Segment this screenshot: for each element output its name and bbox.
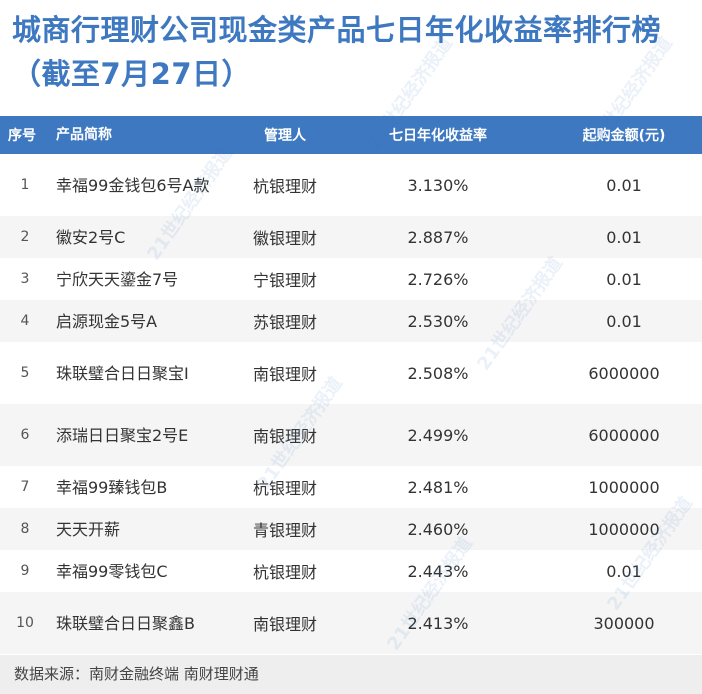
row-manager: 徽银理财 <box>252 229 317 248</box>
row-product-name: 幸福99臻钱包B <box>56 477 168 497</box>
row-yield: 3.130% <box>407 175 469 195</box>
row-min-purchase: 0.01 <box>606 561 642 581</box>
table-row: 7 幸福99臻钱包B 杭银理财 2.481% 1000000 <box>0 466 702 508</box>
header-manager: 管理人 <box>264 128 306 144</box>
table-header-row: 序号 产品简称 管理人 七日年化收益率 起购金额(元) <box>0 116 702 154</box>
row-index: 2 <box>20 229 30 245</box>
row-min-purchase: 1000000 <box>588 477 660 497</box>
row-min-purchase: 6000000 <box>588 425 660 445</box>
ranking-table: 序号 产品简称 管理人 七日年化收益率 起购金额(元) 1 幸福99金钱包6号A… <box>0 116 702 654</box>
row-yield: 2.530% <box>407 311 469 331</box>
row-manager: 青银理财 <box>252 521 317 540</box>
row-manager: 杭银理财 <box>252 479 317 498</box>
header-min-purchase: 起购金额(元) <box>582 128 666 144</box>
row-product-name: 珠联璧合日日聚宝I <box>56 363 189 383</box>
table-row: 8 天天开薪 青银理财 2.460% 1000000 <box>0 508 702 550</box>
table-row: 6 添瑞日日聚宝2号E 南银理财 2.499% 6000000 <box>0 404 702 466</box>
row-index: 3 <box>20 271 30 287</box>
row-product-name: 珠联璧合日日聚鑫B <box>56 613 195 633</box>
row-min-purchase: 0.01 <box>606 269 642 289</box>
row-product-name: 添瑞日日聚宝2号E <box>56 425 189 445</box>
table-row: 9 幸福99零钱包C 杭银理财 2.443% 0.01 <box>0 550 702 592</box>
row-product-name: 宁欣天天鎏金7号 <box>56 269 179 289</box>
row-min-purchase: 0.01 <box>606 227 642 247</box>
row-yield: 2.460% <box>407 519 469 539</box>
row-product-name: 启源现金5号A <box>56 311 158 331</box>
row-min-purchase: 0.01 <box>606 311 642 331</box>
row-yield: 2.481% <box>407 477 469 497</box>
table-row: 5 珠联璧合日日聚宝I 南银理财 2.508% 6000000 <box>0 342 702 404</box>
row-manager: 苏银理财 <box>252 313 317 332</box>
row-manager: 南银理财 <box>252 365 317 384</box>
header-product-name: 产品简称 <box>56 126 112 143</box>
table-row: 2 徽安2号C 徽银理财 2.887% 0.01 <box>0 216 702 258</box>
row-min-purchase: 1000000 <box>588 519 660 539</box>
page-title: 城商行理财公司现金类产品七日年化收益率排行榜（截至7月27日） <box>12 13 662 91</box>
row-yield: 2.413% <box>407 613 469 633</box>
row-index: 10 <box>16 615 34 631</box>
row-manager: 南银理财 <box>252 427 317 446</box>
row-index: 6 <box>20 427 30 443</box>
row-min-purchase: 6000000 <box>588 363 660 383</box>
table-row: 10 珠联璧合日日聚鑫B 南银理财 2.413% 300000 <box>0 592 702 654</box>
row-index: 5 <box>20 365 30 381</box>
row-product-name: 幸福99零钱包C <box>56 561 168 581</box>
row-manager: 杭银理财 <box>252 563 317 582</box>
row-yield: 2.887% <box>407 227 469 247</box>
header-seven-day-yield: 七日年化收益率 <box>389 128 487 144</box>
row-manager: 南银理财 <box>252 615 317 634</box>
row-min-purchase: 0.01 <box>606 175 642 195</box>
row-manager: 宁银理财 <box>252 271 317 290</box>
row-yield: 2.726% <box>407 269 469 289</box>
row-index: 9 <box>20 563 30 579</box>
source-footer: 数据来源：南财金融终端 南财理财通 <box>0 655 702 694</box>
table-row: 1 幸福99金钱包6号A款 杭银理财 3.130% 0.01 <box>0 154 702 216</box>
table-row: 3 宁欣天天鎏金7号 宁银理财 2.726% 0.01 <box>0 258 702 300</box>
header-index: 序号 <box>8 128 36 144</box>
row-yield: 2.508% <box>407 363 469 383</box>
row-yield: 2.443% <box>407 561 469 581</box>
row-manager: 杭银理财 <box>252 177 317 196</box>
table-row: 4 启源现金5号A 苏银理财 2.530% 0.01 <box>0 300 702 342</box>
row-min-purchase: 300000 <box>593 613 655 633</box>
row-index: 1 <box>20 177 30 193</box>
row-product-name: 徽安2号C <box>56 227 126 247</box>
row-product-name: 天天开薪 <box>56 519 121 539</box>
row-product-name: 幸福99金钱包6号A款 <box>56 175 210 195</box>
row-index: 8 <box>20 521 30 537</box>
row-yield: 2.499% <box>407 425 469 445</box>
row-index: 4 <box>20 313 30 329</box>
row-index: 7 <box>20 479 30 495</box>
